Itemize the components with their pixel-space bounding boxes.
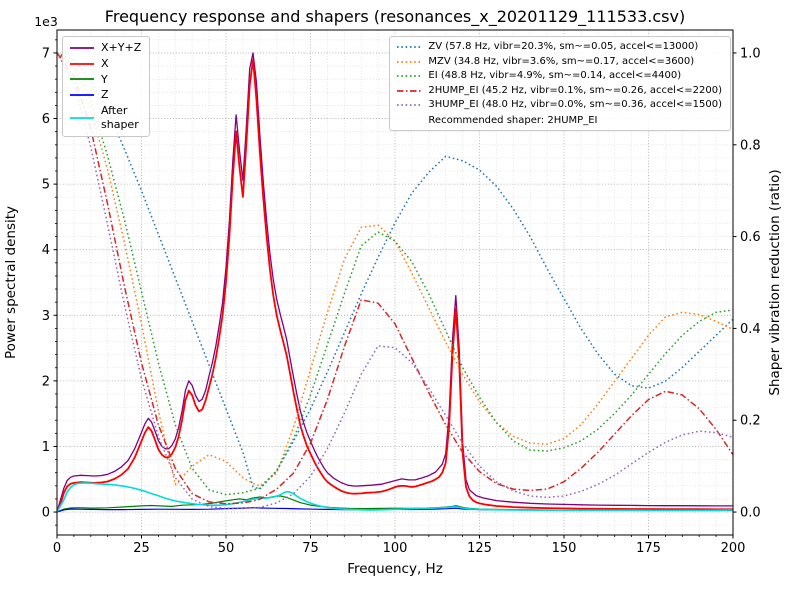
x-tick-label: 0 (53, 541, 61, 556)
y-left-tick-label: 4 (42, 243, 50, 258)
legend-item-mzv: MZV (34.8 Hz, vibr=3.6%, sm~=0.17, accel… (396, 56, 722, 69)
legend-swatch-ei (397, 75, 422, 78)
legend-psd: X+Y+Z X Y Z After shaper (62, 36, 151, 137)
y-left-tick-label: 2 (42, 374, 50, 389)
legend-swatch-3hump-ei (397, 104, 422, 107)
legend-label: Y (101, 72, 108, 86)
y-axis-offset-text: 1e3 (34, 14, 58, 29)
legend-swatch-mzv (397, 60, 422, 63)
series-x (57, 58, 733, 513)
y-left-tick-label: 1 (42, 440, 50, 455)
series-2hump-ei (57, 52, 733, 505)
legend-label: 3HUMP_EI (48.0 Hz, vibr=0.0%, sm~=0.36, … (428, 99, 722, 110)
legend-label: MZV (34.8 Hz, vibr=3.6%, sm~=0.17, accel… (428, 55, 695, 67)
legend-item-after-shaper: After shaper (69, 104, 141, 132)
legend-footer-recommended-shaper: Recommended shaper: 2HUMP_EI (428, 114, 598, 126)
legend-swatch-x (70, 62, 94, 65)
y-right-tick-label: 0.6 (740, 230, 761, 245)
y-right-tick-label: 0.2 (740, 414, 761, 429)
legend-label: ZV (57.8 Hz, vibr=20.3%, sm~=0.05, accel… (428, 41, 699, 52)
y-left-tick-label: 0 (42, 506, 50, 521)
x-tick-label: 200 (721, 541, 746, 556)
y-right-tick-label: 0.4 (740, 322, 761, 337)
legend-swatch-z (70, 94, 94, 97)
legend-swatch-y (70, 78, 94, 81)
legend-swatch-after-shaper (70, 116, 94, 119)
y-left-tick-label: 7 (42, 46, 50, 61)
legend-label: Z (101, 88, 109, 102)
legend-label: After shaper (101, 104, 139, 131)
x-tick-label: 150 (552, 541, 577, 556)
x-axis-label: Frequency, Hz (347, 561, 443, 577)
x-tick-label: 125 (467, 541, 492, 556)
series-3hump-ei (57, 52, 733, 510)
y-right-tick-label: 1.0 (740, 46, 761, 61)
legend-label: 2HUMP_EI (45.2 Hz, vibr=0.1%, sm~=0.26, … (428, 84, 722, 96)
legend-swatch-zv (397, 46, 422, 49)
y-right-tick-label: 0.0 (740, 506, 761, 521)
series-mzv (57, 52, 733, 487)
y-left-axis-label: Power spectral density (3, 206, 19, 359)
series-zv (57, 52, 733, 490)
legend-item-zv: ZV (57.8 Hz, vibr=20.3%, sm~=0.05, accel… (396, 41, 722, 54)
legend-shapers: ZV (57.8 Hz, vibr=20.3%, sm~=0.05, accel… (389, 36, 731, 131)
series-x-y-z (57, 52, 733, 513)
legend-item-x-y-z: X+Y+Z (69, 41, 141, 55)
legend-item-y: Y (69, 73, 141, 87)
x-tick-label: 50 (218, 541, 235, 556)
x-tick-label: 75 (302, 541, 319, 556)
y-left-tick-label: 6 (42, 112, 50, 127)
legend-item-x: X (69, 57, 141, 71)
legend-label: X (101, 56, 109, 70)
legend-item-ei: EI (48.8 Hz, vibr=4.9%, sm~=0.14, accel<… (396, 70, 722, 83)
series-after-shaper (57, 482, 733, 513)
legend-label: EI (48.8 Hz, vibr=4.9%, sm~=0.14, accel<… (428, 70, 682, 81)
y-right-axis-label: Shaper vibration reduction (ratio) (767, 169, 783, 395)
legend-swatch-2hump-ei (397, 89, 422, 92)
legend-item-2hump-ei: 2HUMP_EI (45.2 Hz, vibr=0.1%, sm~=0.26, … (396, 85, 722, 98)
legend-swatch-x-y-z (70, 46, 94, 49)
x-tick-label: 175 (636, 541, 661, 556)
legend-label: X+Y+Z (101, 41, 142, 54)
y-left-tick-label: 5 (42, 178, 50, 193)
x-tick-label: 25 (133, 541, 150, 556)
y-right-tick-label: 0.8 (740, 138, 761, 153)
y-left-tick-label: 3 (42, 309, 50, 324)
x-tick-label: 100 (383, 541, 408, 556)
series-ei (57, 52, 733, 496)
legend-item-3hump-ei: 3HUMP_EI (48.0 Hz, vibr=0.0%, sm~=0.36, … (396, 99, 722, 112)
legend-item-z: Z (69, 88, 141, 102)
chart-title: Frequency response and shapers (resonanc… (104, 7, 686, 26)
